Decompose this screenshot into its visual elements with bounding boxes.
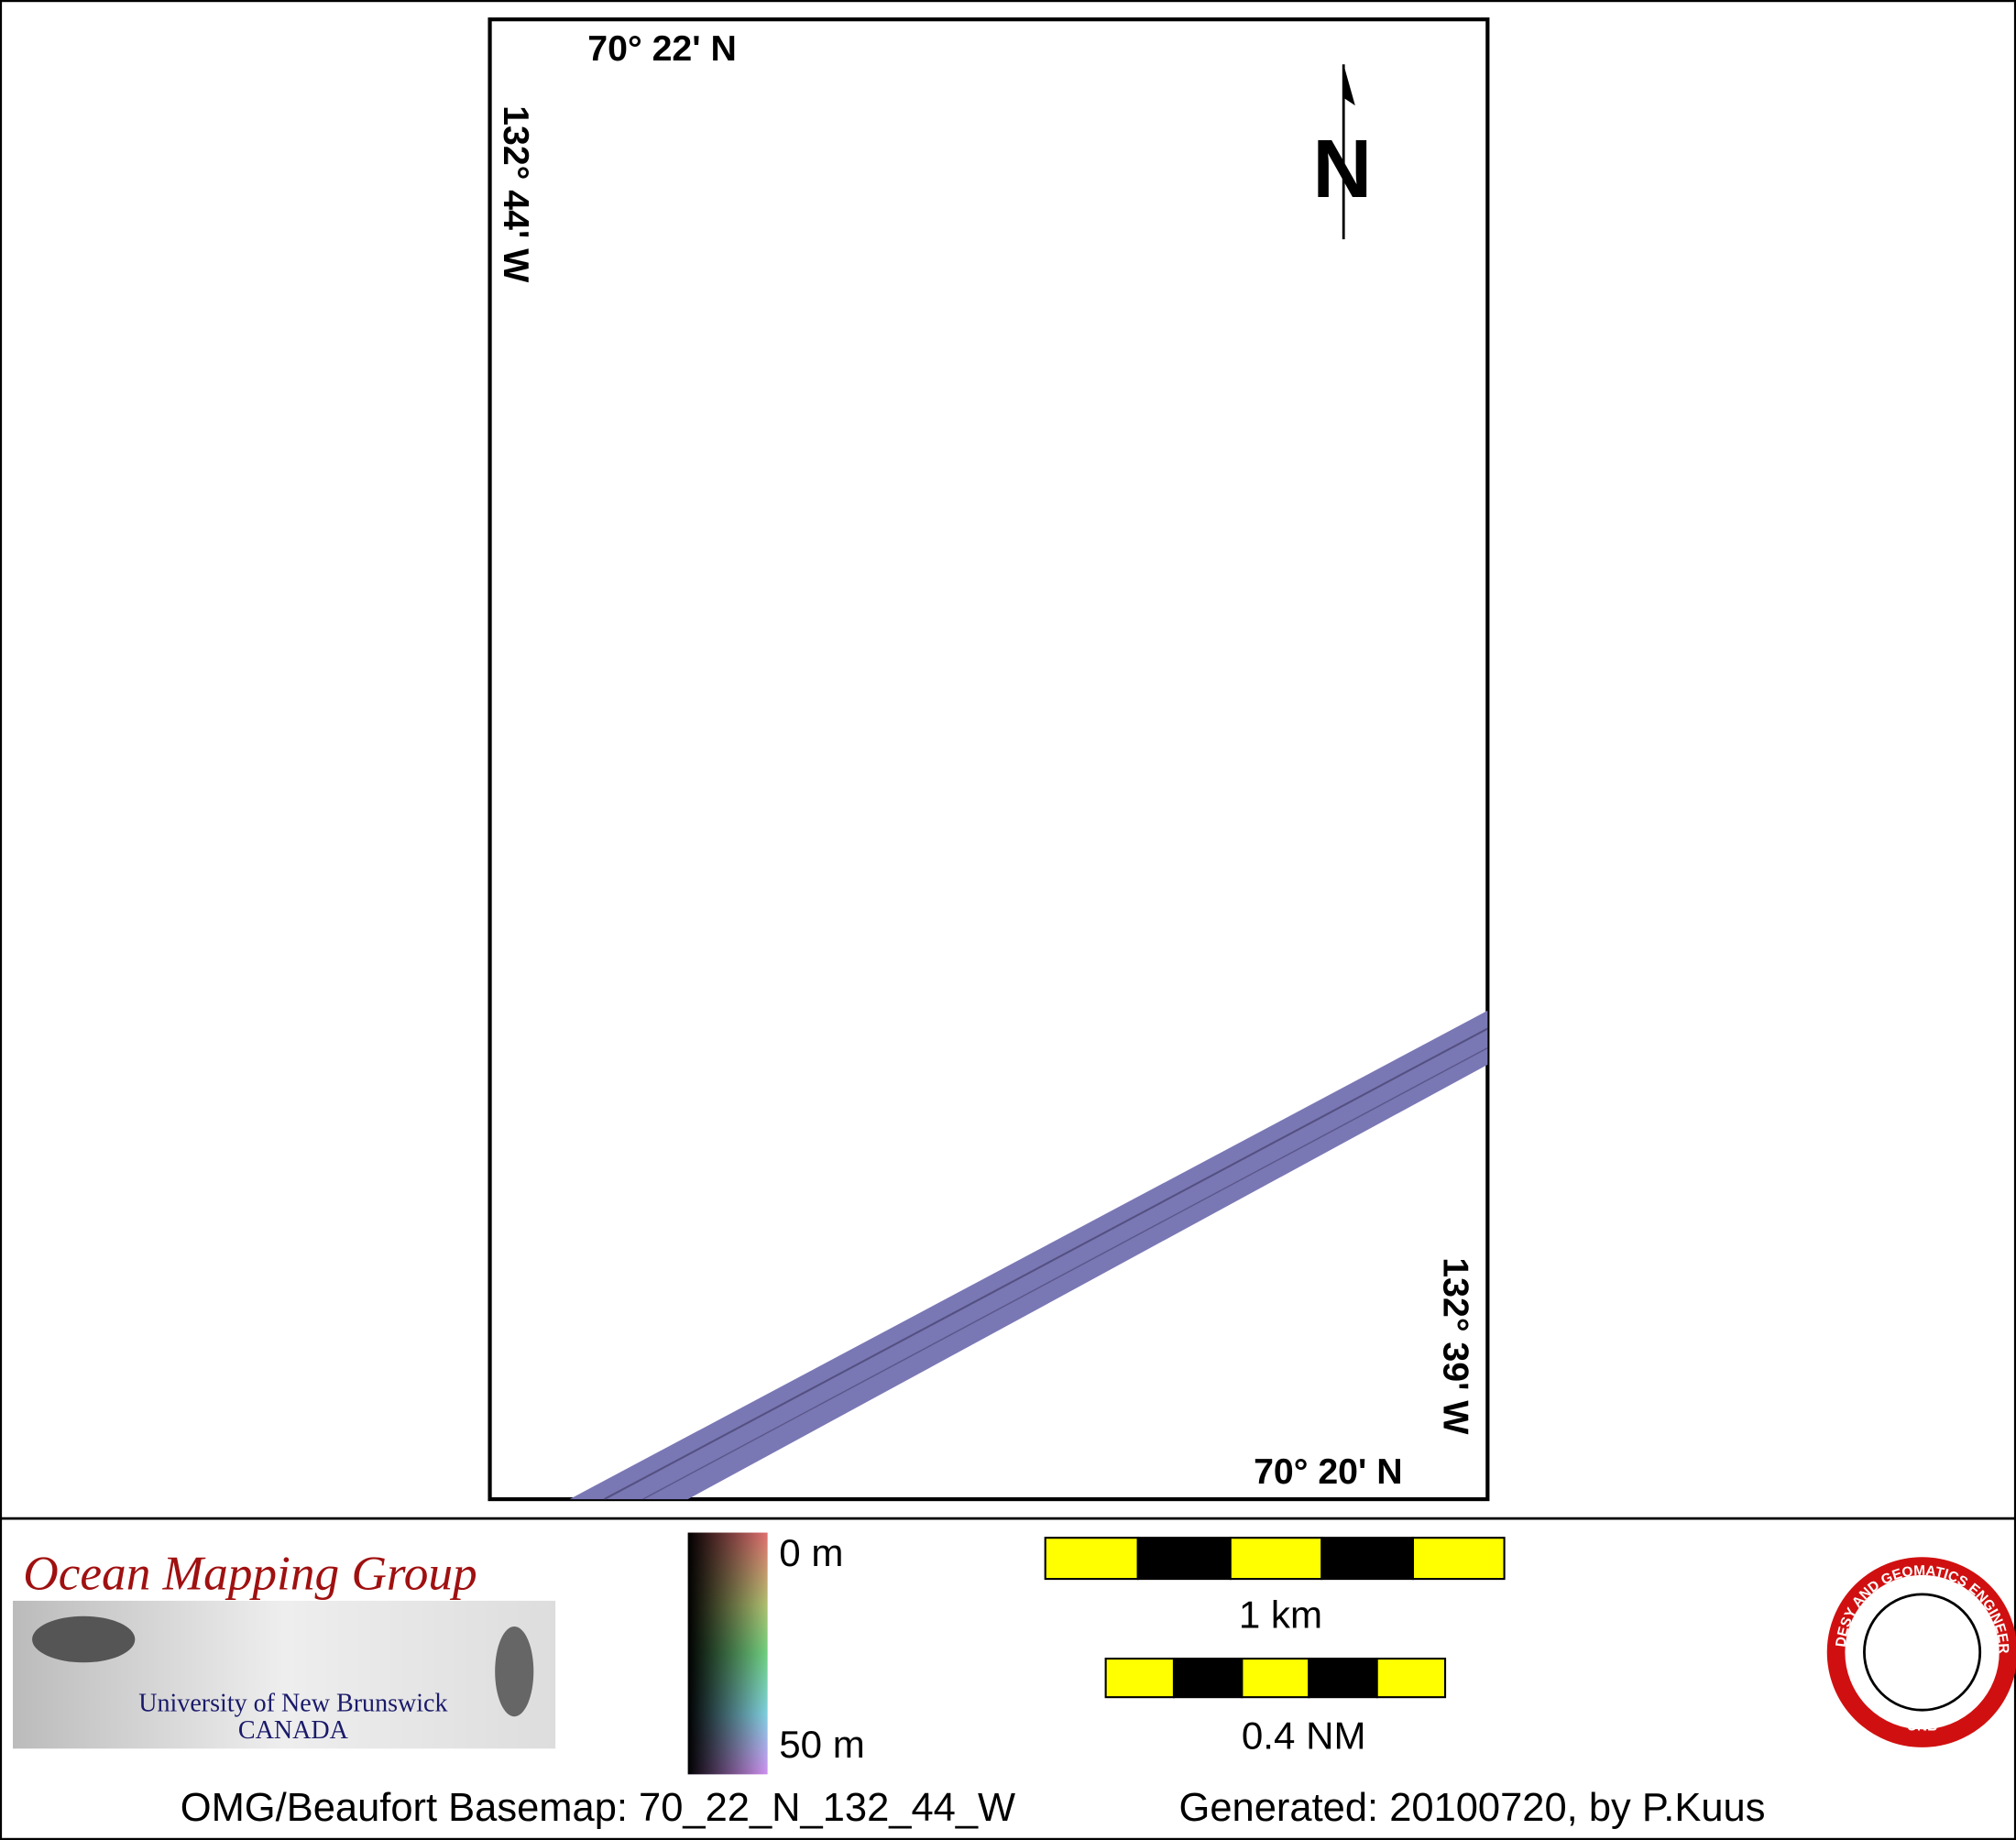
colorbar-shade: [687, 1532, 768, 1775]
colorbar-top-label: 0 m: [779, 1531, 843, 1574]
badge-center: UNB: [1907, 1719, 1937, 1735]
logo-title: Ocean Mapping Group: [23, 1545, 477, 1600]
logo-university: University of New Brunswick: [138, 1690, 448, 1718]
footer-generated: Generated: 20100720, by P.Kuus: [1179, 1786, 1766, 1830]
scale-label-km: 1 km: [1239, 1593, 1322, 1636]
badge-ring: [1829, 1560, 2015, 1746]
scale-bar-nm: [1104, 1658, 1447, 1699]
swath-texture: [603, 1027, 1488, 1501]
right-lon: 132° 39' W: [1436, 1257, 1476, 1435]
colorbar-bottom-label: 50 m: [779, 1723, 865, 1766]
scale-bar-km: [1044, 1537, 1506, 1581]
logo-sonar: [495, 1626, 534, 1717]
bottom-lat: 70° 20' N: [1254, 1451, 1403, 1492]
left-lon: 132° 44' W: [496, 105, 536, 283]
swath-texture: [642, 1046, 1488, 1500]
logo-sonar: [32, 1615, 136, 1663]
north-label: N: [1312, 124, 1372, 215]
footer-basemap: OMG/Beaufort Basemap: 70_22_N_132_44_W: [181, 1786, 1015, 1830]
top-lat: 70° 22' N: [587, 28, 737, 69]
map-frame: [488, 17, 1490, 1502]
badge-globe: [1863, 1593, 1982, 1712]
logo-country: CANADA: [238, 1716, 349, 1745]
north-arrowhead: [1343, 64, 1355, 106]
scale-label-nm: 0.4 NM: [1242, 1714, 1366, 1757]
